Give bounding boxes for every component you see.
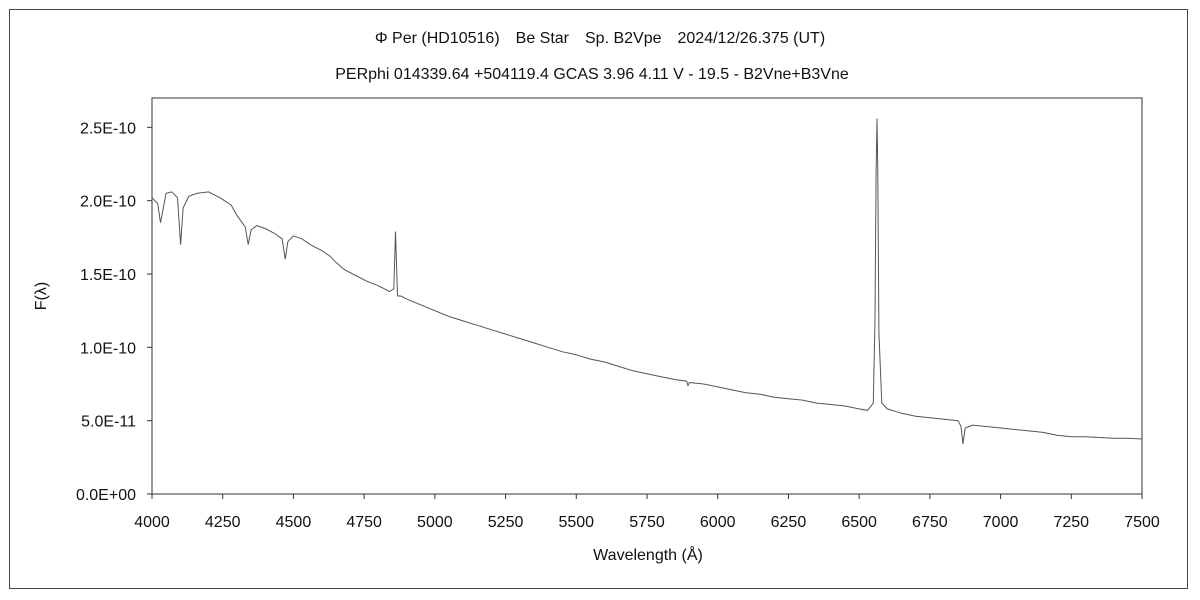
y-tick-label: 5.0E-11 [81,414,136,431]
x-tick-label: 5750 [629,514,665,531]
x-tick-label: 5500 [558,514,594,531]
x-tick-label: 4000 [134,514,170,531]
x-axis-ticks: 4000 4250 4500 4750 5000 5250 5500 5750 6000 6250… [134,494,1160,531]
x-tick-label: 6500 [841,514,877,531]
y-tick-label: 2.0E-10 [80,194,136,211]
y-tick-label: 1.0E-10 [80,340,136,357]
y-axis-ticks: 0.0E+00 5.0E-11 1.0E-10 1.5E-10 2.0E-10 2.5E-… [76,120,152,504]
x-tick-label: 4750 [346,514,382,531]
plot-area [151,97,1143,495]
y-tick-label: 1.5E-10 [80,267,136,284]
chart-subtitle: PERphi 014339.64 +504119.4 GCAS 3.96 4.1… [335,66,849,83]
chart-title: Φ Per (HD10516) Be Star Sp. B2Vpe 2024/1… [375,30,825,47]
y-tick-label: 0.0E+00 [76,487,136,504]
x-tick-label: 6000 [700,514,736,531]
y-tick-label: 2.5E-10 [80,120,136,137]
spectrum-line [151,118,1143,445]
x-tick-label: 5250 [488,514,524,531]
x-tick-label: 7500 [1124,514,1160,531]
x-tick-label: 4500 [276,514,312,531]
x-tick-label: 6250 [771,514,807,531]
x-tick-label: 6750 [912,514,948,531]
x-tick-label: 7000 [983,514,1019,531]
x-axis-label: Wavelength (Å) [593,545,703,564]
x-tick-label: 5000 [417,514,453,531]
x-tick-label: 7250 [1053,514,1089,531]
x-tick-label: 4250 [205,514,241,531]
chart-frame [9,9,1188,589]
y-axis-label: F(λ) [33,282,50,310]
